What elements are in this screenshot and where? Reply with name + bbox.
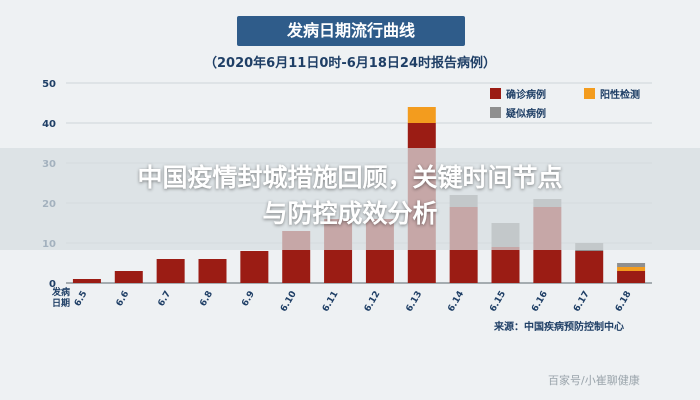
legend-label-1: 阳性检测 bbox=[600, 88, 640, 101]
x-tick-labels: 6.5 6.6 6.7 6.8 6.9 6.10 6.11 6.12 6.13 6.14 6.15 6… bbox=[73, 290, 634, 314]
bar-6.15-series-0 bbox=[491, 247, 520, 283]
watermark: 百家号/小崔聊健康 bbox=[548, 374, 640, 387]
bar-6.9-series-0 bbox=[240, 251, 269, 283]
x-tick-label: 6.9 bbox=[240, 290, 257, 309]
x-tick-label: 6.5 bbox=[73, 290, 90, 309]
legend-swatch-1 bbox=[584, 88, 595, 99]
x-tick-label: 6.12 bbox=[363, 290, 383, 314]
legend-label-0: 确诊病例 bbox=[506, 88, 546, 101]
legend-label-2: 疑似病例 bbox=[506, 107, 546, 120]
x-tick-label: 6.7 bbox=[157, 290, 174, 309]
x-tick-label: 6.14 bbox=[446, 290, 466, 314]
y-tick-label: 0 bbox=[49, 279, 56, 290]
chart-title: 发病日期流行曲线 bbox=[237, 16, 465, 46]
legend-swatch-0 bbox=[490, 88, 501, 99]
bar-6.6-series-0 bbox=[114, 271, 143, 283]
x-tick-label: 6.16 bbox=[530, 290, 550, 314]
x-tick-label: 6.8 bbox=[198, 290, 215, 309]
x-tick-label: 6.11 bbox=[321, 290, 341, 314]
caption-text: 中国疫情封城措施回顾，关键时间节点 与防控成效分析 bbox=[0, 160, 700, 232]
y-tick-label: 50 bbox=[42, 79, 56, 90]
x-tick-label: 6.15 bbox=[488, 290, 508, 314]
bar-6.18-series-1 bbox=[617, 267, 646, 271]
caption-overlay bbox=[0, 148, 700, 250]
source-note: 来源：中国疾病预防控制中心 bbox=[494, 322, 624, 333]
bar-6.17-series-0 bbox=[575, 251, 604, 283]
caption-line-1: 中国疫情封城措施回顾，关键时间节点 bbox=[137, 163, 563, 192]
x-tick-label: 6.10 bbox=[279, 290, 299, 314]
bar-6.7-series-0 bbox=[156, 259, 185, 283]
chart-subtitle: （2020年6月11日0时-6月18日24时报告病例） bbox=[204, 56, 496, 71]
x-tick-label: 6.6 bbox=[115, 290, 132, 309]
y-tick-label: 40 bbox=[42, 119, 56, 130]
x-tick-label: 6.18 bbox=[614, 290, 634, 314]
bar-6.18-series-2 bbox=[617, 263, 646, 267]
caption-line-2: 与防控成效分析 bbox=[262, 199, 438, 228]
bar-6.18-series-0 bbox=[617, 271, 646, 283]
x-tick-label: 6.17 bbox=[572, 290, 592, 314]
bar-6.5-series-0 bbox=[72, 279, 101, 283]
x-tick-label: 6.13 bbox=[405, 290, 425, 314]
legend-swatch-2 bbox=[490, 107, 501, 118]
bar-6.13-series-1 bbox=[407, 107, 436, 123]
bar-6.8-series-0 bbox=[198, 259, 227, 283]
x-axis-label: 发病日期 bbox=[52, 288, 71, 309]
